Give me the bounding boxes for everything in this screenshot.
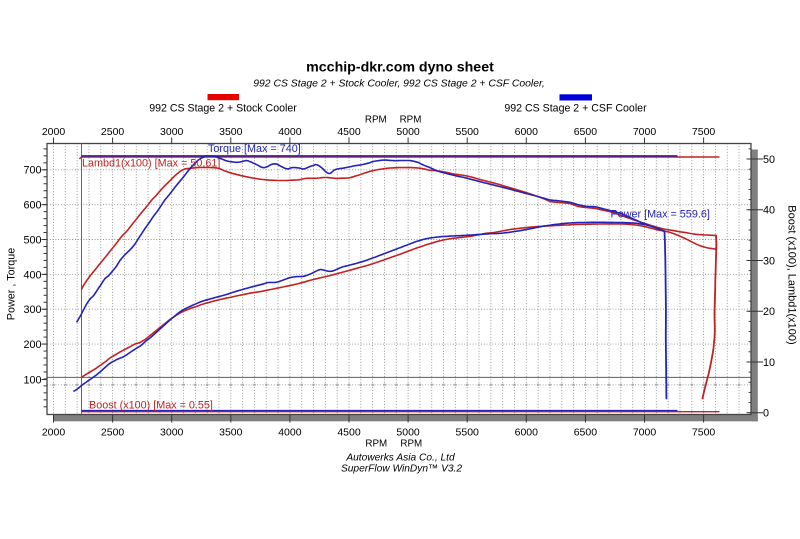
svg-text:992 CS Stage 2 + Stock Cooler: 992 CS Stage 2 + Stock Cooler xyxy=(149,103,297,115)
svg-text:SuperFlow WinDyn™ V3.2: SuperFlow WinDyn™ V3.2 xyxy=(341,464,462,475)
svg-text:5500: 5500 xyxy=(456,426,480,438)
svg-text:40: 40 xyxy=(763,205,775,217)
svg-text:6000: 6000 xyxy=(515,126,539,138)
svg-text:3000: 3000 xyxy=(160,426,184,438)
svg-text:7500: 7500 xyxy=(692,126,716,138)
svg-text:7000: 7000 xyxy=(633,126,657,138)
svg-text:mcchip-dkr.com dyno sheet: mcchip-dkr.com dyno sheet xyxy=(306,60,494,76)
svg-text:10: 10 xyxy=(763,357,775,369)
svg-text:600: 600 xyxy=(23,200,41,212)
svg-text:400: 400 xyxy=(23,269,41,281)
svg-text:RPM: RPM xyxy=(365,115,387,126)
svg-text:2500: 2500 xyxy=(101,426,125,438)
svg-text:992 CS Stage 2 + Stock Cooler,: 992 CS Stage 2 + Stock Cooler, 992 CS St… xyxy=(253,79,545,90)
svg-text:5000: 5000 xyxy=(396,126,420,138)
svg-text:300: 300 xyxy=(23,304,41,316)
svg-text:50: 50 xyxy=(763,154,775,166)
svg-text:2500: 2500 xyxy=(101,126,125,138)
svg-text:Lambd1(x100) [Max = 50.61]: Lambd1(x100) [Max = 50.61] xyxy=(82,157,220,169)
svg-text:3500: 3500 xyxy=(219,126,243,138)
svg-text:7000: 7000 xyxy=(633,426,657,438)
svg-text:Power [Max = 559.6]: Power [Max = 559.6] xyxy=(611,208,710,220)
svg-text:RPM: RPM xyxy=(400,115,422,126)
svg-text:7500: 7500 xyxy=(692,426,716,438)
svg-text:5500: 5500 xyxy=(456,126,480,138)
svg-text:6000: 6000 xyxy=(515,426,539,438)
svg-text:Autowerks Asia Co., Ltd: Autowerks Asia Co., Ltd xyxy=(345,453,455,464)
svg-text:6500: 6500 xyxy=(574,426,598,438)
svg-text:4000: 4000 xyxy=(278,126,302,138)
svg-text:200: 200 xyxy=(23,339,41,351)
svg-text:30: 30 xyxy=(763,255,775,267)
svg-text:Boost (x100), Lambd1(x100): Boost (x100), Lambd1(x100) xyxy=(786,205,798,344)
svg-text:4500: 4500 xyxy=(337,126,361,138)
svg-text:Boost (x100) [Max = 0.55]: Boost (x100) [Max = 0.55] xyxy=(89,399,213,411)
svg-text:2000: 2000 xyxy=(42,426,66,438)
svg-text:RPM: RPM xyxy=(365,438,387,449)
svg-text:4000: 4000 xyxy=(278,426,302,438)
svg-text:700: 700 xyxy=(23,165,41,177)
svg-text:5000: 5000 xyxy=(396,426,420,438)
svg-text:500: 500 xyxy=(23,234,41,246)
svg-text:3500: 3500 xyxy=(219,426,243,438)
svg-text:Power , Torque: Power , Torque xyxy=(6,248,18,320)
svg-text:2000: 2000 xyxy=(42,126,66,138)
svg-text:0: 0 xyxy=(763,408,769,420)
svg-text:4500: 4500 xyxy=(337,426,361,438)
svg-text:3000: 3000 xyxy=(160,126,184,138)
svg-text:992 CS Stage 2 + CSF Cooler: 992 CS Stage 2 + CSF Cooler xyxy=(504,103,647,115)
svg-text:RPM: RPM xyxy=(400,438,422,449)
svg-text:Torque [Max = 740]: Torque [Max = 740] xyxy=(208,143,301,155)
svg-text:6500: 6500 xyxy=(574,126,598,138)
svg-text:20: 20 xyxy=(763,306,775,318)
svg-text:100: 100 xyxy=(23,374,41,386)
